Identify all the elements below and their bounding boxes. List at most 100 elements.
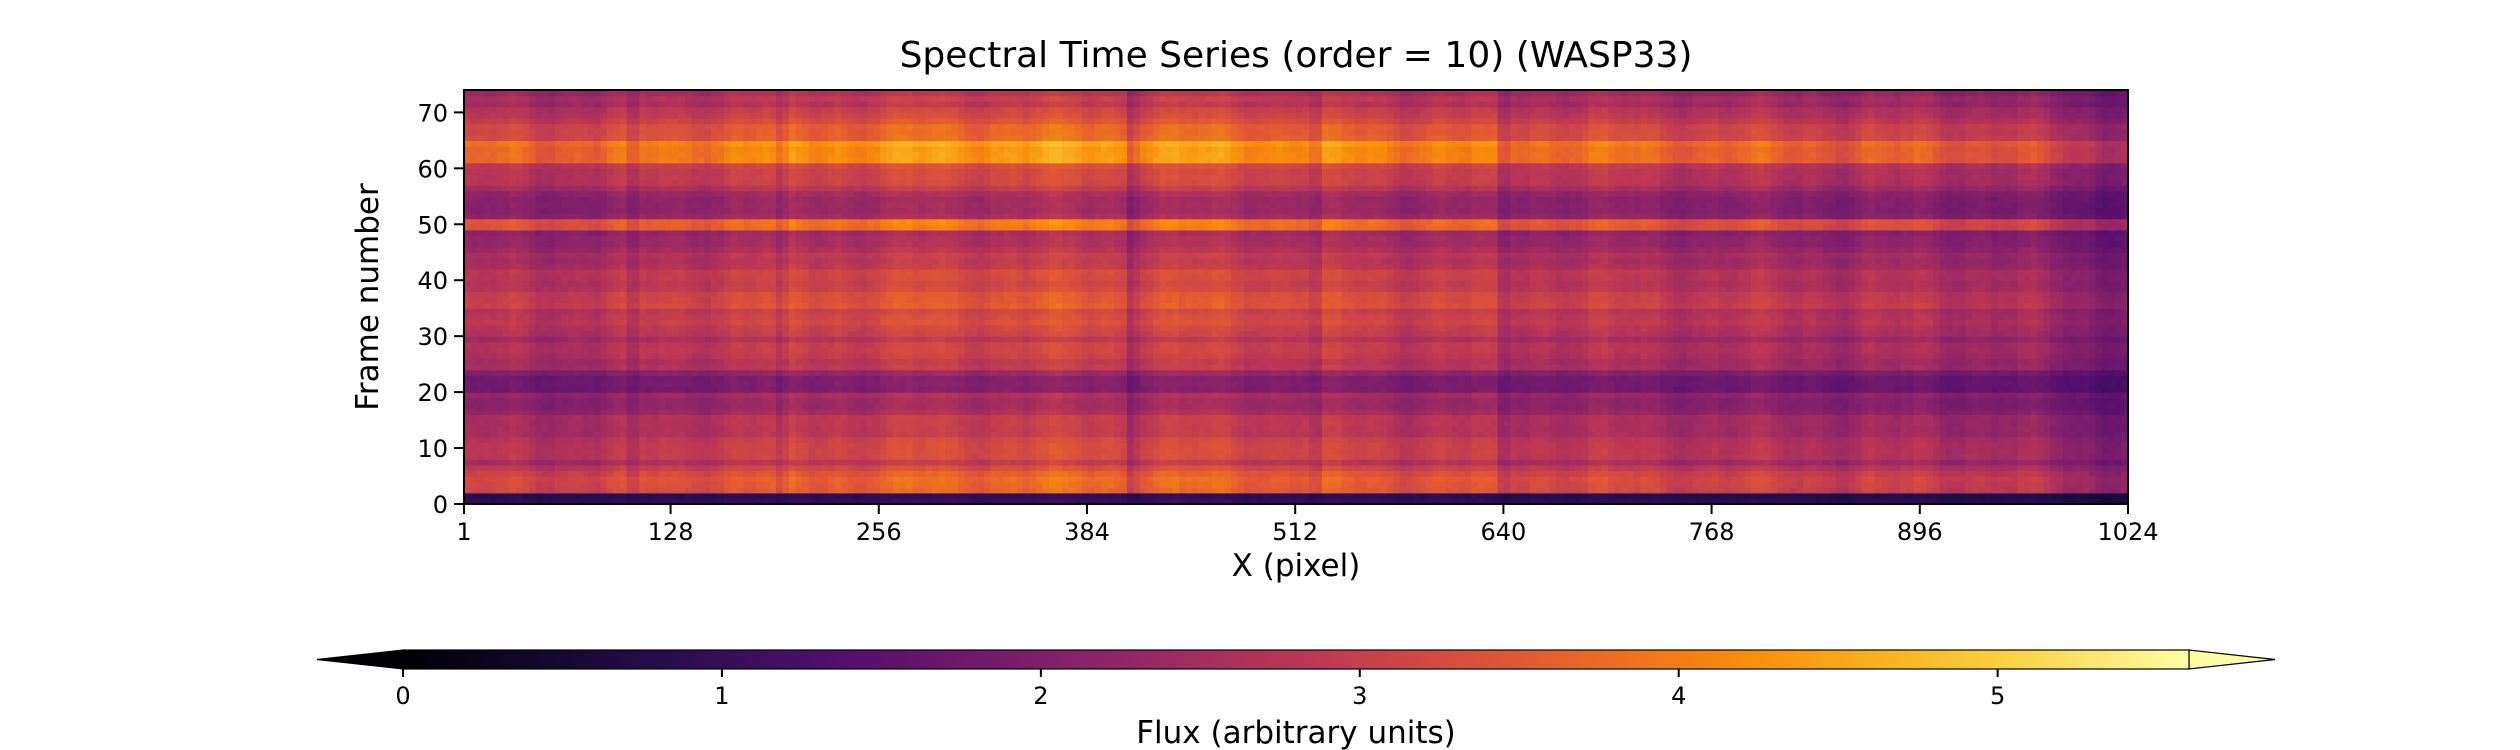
heatmap-cell <box>1985 397 1993 404</box>
heatmap-cell <box>665 436 673 444</box>
heatmap-cell <box>1367 481 1375 488</box>
heatmap-cell <box>1868 459 1876 466</box>
heatmap-cell <box>919 420 927 427</box>
heatmap-cell <box>1471 414 1479 421</box>
heatmap-cell <box>1959 448 1967 455</box>
heatmap-cell <box>1504 476 1512 483</box>
heatmap-cell <box>1634 481 1642 488</box>
heatmap-cell <box>1569 487 1577 494</box>
heatmap-cell <box>1946 453 1954 460</box>
heatmap-cell <box>1023 408 1031 416</box>
heatmap-cell <box>1302 453 1310 460</box>
heatmap-cell <box>1016 476 1024 483</box>
heatmap-cell <box>678 431 686 438</box>
heatmap-cell <box>1107 492 1115 499</box>
heatmap-cell <box>678 459 686 466</box>
heatmap-cell <box>808 420 816 427</box>
heatmap-cell <box>1062 397 1070 404</box>
heatmap-cell <box>1803 397 1811 404</box>
heatmap-cell <box>1712 487 1720 494</box>
heatmap-cell <box>717 492 725 499</box>
heatmap-cell <box>1608 420 1616 427</box>
heatmap-cell <box>1985 442 1993 449</box>
heatmap-cell <box>1484 464 1492 472</box>
heatmap-cell <box>1536 448 1544 455</box>
heatmap-cell <box>1939 414 1947 421</box>
heatmap-cell <box>1673 448 1681 455</box>
heatmap-cell <box>1491 403 1499 410</box>
heatmap-cell <box>1205 470 1213 477</box>
heatmap-cell <box>743 481 751 488</box>
heatmap-cell <box>1426 476 1434 483</box>
heatmap-cell <box>1777 476 1785 483</box>
heatmap-cell <box>1965 448 1973 455</box>
heatmap-cell <box>958 470 966 477</box>
heatmap-cell <box>1042 392 1050 399</box>
heatmap-cell <box>1738 431 1746 438</box>
heatmap-cell <box>1445 470 1453 477</box>
heatmap-cell <box>925 408 933 416</box>
heatmap-cell <box>1185 420 1193 427</box>
heatmap-cell <box>2063 481 2071 488</box>
heatmap-cell <box>1556 420 1564 427</box>
heatmap-cell <box>581 481 589 488</box>
heatmap-cell <box>1458 448 1466 455</box>
heatmap-cell <box>646 425 654 432</box>
heatmap-cell <box>1029 498 1037 505</box>
heatmap-cell <box>1400 498 1408 505</box>
heatmap-cell <box>880 453 888 460</box>
heatmap-cell <box>1725 470 1733 477</box>
heatmap-cell <box>1023 464 1031 472</box>
heatmap-cell <box>1816 487 1824 494</box>
heatmap-cell <box>880 481 888 488</box>
heatmap-cell <box>1939 403 1947 410</box>
heatmap-cell <box>1601 420 1609 427</box>
heatmap-cell <box>1244 453 1252 460</box>
heatmap-cell <box>1673 431 1681 438</box>
heatmap-cell <box>633 492 641 499</box>
heatmap-cell <box>1016 492 1024 499</box>
heatmap-cell <box>1653 397 1661 404</box>
heatmap-cell <box>1426 414 1434 421</box>
heatmap-cell <box>893 425 901 432</box>
heatmap-cell <box>1335 470 1343 477</box>
heatmap-cell <box>886 397 894 404</box>
heatmap-cell <box>1595 464 1603 472</box>
heatmap-cell <box>1341 448 1349 455</box>
heatmap-cell <box>743 436 751 444</box>
heatmap-cell <box>1764 459 1772 466</box>
heatmap-cell <box>1738 420 1746 427</box>
heatmap-cell <box>906 453 914 460</box>
heatmap-cell <box>1608 397 1616 404</box>
heatmap-cell <box>1224 403 1232 410</box>
heatmap-cell <box>1250 476 1258 483</box>
heatmap-cell <box>626 470 634 477</box>
heatmap-cell <box>1419 470 1427 477</box>
heatmap-cell <box>1523 492 1531 499</box>
heatmap-cell <box>2095 436 2103 444</box>
heatmap-cell <box>854 487 862 494</box>
heatmap-cell <box>1614 459 1622 466</box>
heatmap-cell <box>1179 448 1187 455</box>
heatmap-cell <box>1198 425 1206 432</box>
heatmap-cell <box>1504 459 1512 466</box>
heatmap-cell <box>555 403 563 410</box>
heatmap-cell <box>1445 403 1453 410</box>
heatmap-cell <box>535 414 543 421</box>
heatmap-cell <box>503 464 511 472</box>
heatmap-cell <box>1231 420 1239 427</box>
heatmap-cell <box>1068 470 1076 477</box>
heatmap-cell <box>854 476 862 483</box>
heatmap-cell <box>581 425 589 432</box>
heatmap-cell <box>1985 403 1993 410</box>
heatmap-cell <box>672 481 680 488</box>
heatmap-cell <box>1016 414 1024 421</box>
heatmap-cell <box>1770 436 1778 444</box>
heatmap-cell <box>1887 464 1895 472</box>
heatmap-cell <box>841 487 849 494</box>
heatmap-cell <box>1666 403 1674 410</box>
heatmap-cell <box>1068 481 1076 488</box>
heatmap-cell <box>730 414 738 421</box>
heatmap-cell <box>1120 470 1128 477</box>
heatmap-cell <box>1471 487 1479 494</box>
